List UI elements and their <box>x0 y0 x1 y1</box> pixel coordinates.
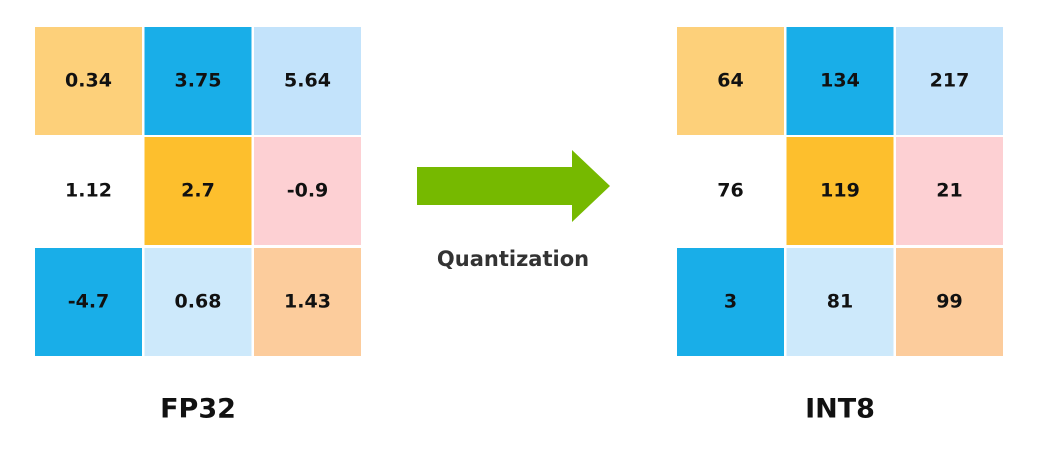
cell-value: 1.43 <box>284 291 331 313</box>
cell <box>35 27 142 135</box>
cell-value: 0.34 <box>65 70 112 92</box>
cell-value: -4.7 <box>68 291 110 313</box>
cell-value: 99 <box>936 291 962 313</box>
cell-value: 2.7 <box>181 180 215 202</box>
cell <box>254 137 361 245</box>
cell-value: 1.12 <box>65 180 112 202</box>
cell <box>144 27 252 135</box>
cell <box>35 137 142 245</box>
cell-value: 76 <box>717 180 743 202</box>
arrow <box>417 150 610 222</box>
arrow-label: Quantization <box>437 247 589 271</box>
cell <box>144 137 252 245</box>
cell <box>677 248 784 356</box>
cell <box>144 248 252 356</box>
cell <box>677 27 784 135</box>
cell <box>677 137 784 245</box>
cell <box>786 27 894 135</box>
cell <box>254 27 361 135</box>
cell <box>254 248 361 356</box>
cell-value: 3.75 <box>175 70 222 92</box>
cell-value: 3 <box>724 291 737 313</box>
cell <box>896 27 1003 135</box>
cell-value: 5.64 <box>284 70 331 92</box>
cell <box>896 137 1003 245</box>
cell-value: 64 <box>717 70 743 92</box>
cell-value: 81 <box>827 291 853 313</box>
cell-value: 217 <box>930 70 970 92</box>
cell-value: 0.68 <box>175 291 222 313</box>
cell <box>896 248 1003 356</box>
grid-label: INT8 <box>805 394 875 425</box>
cell-value: -0.9 <box>287 180 329 202</box>
grid-label: FP32 <box>160 394 236 425</box>
cell <box>786 248 894 356</box>
cell-value: 21 <box>936 180 962 202</box>
cell <box>786 137 894 245</box>
cell-value: 134 <box>820 70 860 92</box>
cell-value: 119 <box>820 180 860 202</box>
cell <box>35 248 142 356</box>
